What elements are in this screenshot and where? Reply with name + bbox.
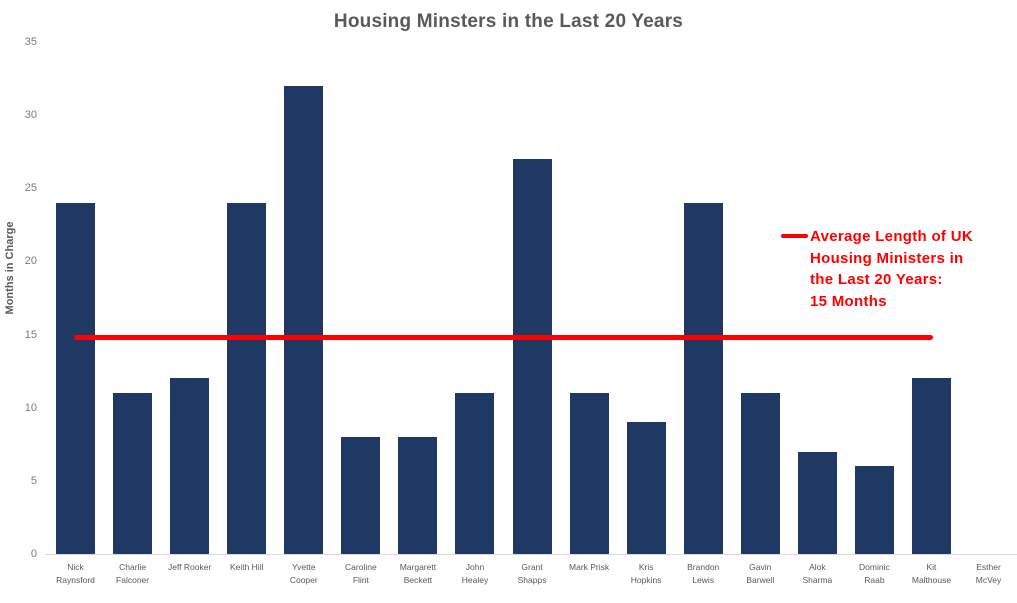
bar (797, 451, 837, 554)
plot-area (45, 42, 1017, 555)
x-tick-label: Mark Prisk (569, 562, 610, 572)
bar (284, 85, 324, 554)
bar (455, 393, 495, 554)
chart-title: Housing Minsters in the Last 20 Years (333, 11, 684, 32)
x-axis-line (45, 554, 1017, 555)
bar (341, 436, 381, 554)
x-tick-label: Alok Sharma (802, 562, 833, 585)
y-tick-label: 35 (24, 36, 37, 48)
bar (113, 393, 153, 554)
y-tick-label: 30 (24, 109, 37, 122)
bar (683, 202, 723, 554)
y-tick-label: 25 (24, 182, 37, 195)
bar (170, 378, 210, 554)
y-tick-label: 20 (24, 255, 37, 268)
y-tick-label: 5 (30, 474, 37, 487)
bar (626, 422, 666, 554)
bar (227, 202, 267, 554)
x-tick-label: Kit Malthouse (911, 562, 952, 585)
x-tick-label: Dominic Raab (859, 562, 890, 585)
bar (854, 466, 894, 554)
bar-slot (561, 42, 618, 554)
bar-slot (504, 42, 561, 554)
x-tick-label: Caroline Flint (345, 562, 377, 585)
bar-slot (389, 42, 446, 554)
x-tick-label: Esther McVey (975, 562, 1002, 585)
x-tick-label: Kris Hopkins (630, 562, 662, 585)
x-axis-tick-labels: Nick Raynsford Charlie Falconer Jeff Rooke… (47, 561, 1017, 587)
average-line-legend-marker-icon (781, 234, 808, 238)
average-line (73, 334, 934, 340)
x-tick-label: Grant Shapps (517, 562, 547, 585)
x-tick-label: Jeff Rooker (168, 562, 212, 572)
y-tick-label: 10 (24, 401, 37, 414)
bar-slot (332, 42, 389, 554)
bar (56, 202, 96, 554)
bar (569, 393, 609, 554)
bar-slot (846, 42, 903, 554)
bar-slot (218, 42, 275, 554)
y-axis-tick-labels: 0 5 10 15 20 25 30 35 (0, 0, 37, 560)
bar-slot (903, 42, 960, 554)
x-tick-label: Margarett Beckett (399, 562, 437, 585)
x-tick-label: Charlie Falconer (116, 562, 150, 585)
bar-slot (161, 42, 218, 554)
legend: Average Length of UK Housing Ministers i… (781, 226, 1017, 312)
x-tick-label: Nick Raynsford (56, 562, 95, 585)
bar-slot (675, 42, 732, 554)
bar-slot (789, 42, 846, 554)
x-tick-label: Gavin Barwell (746, 562, 775, 585)
bar (398, 436, 438, 554)
bar-slot (47, 42, 104, 554)
bar-slot (618, 42, 675, 554)
y-tick-label: 15 (24, 328, 37, 341)
x-tick-label: Yvette Cooper (289, 562, 318, 585)
bar (512, 159, 552, 554)
bar-slot (275, 42, 332, 554)
x-tick-label: Brandon Lewis (687, 562, 720, 585)
bar (740, 393, 780, 554)
legend-label: Average Length of UK Housing Ministers i… (810, 228, 973, 310)
bar (911, 378, 951, 554)
bar-slot (446, 42, 503, 554)
y-tick-label: 0 (30, 548, 37, 560)
bar-slot (732, 42, 789, 554)
bar-slot (104, 42, 161, 554)
x-tick-label: John Healey (461, 562, 489, 585)
x-tick-label: Keith Hill (229, 562, 264, 572)
